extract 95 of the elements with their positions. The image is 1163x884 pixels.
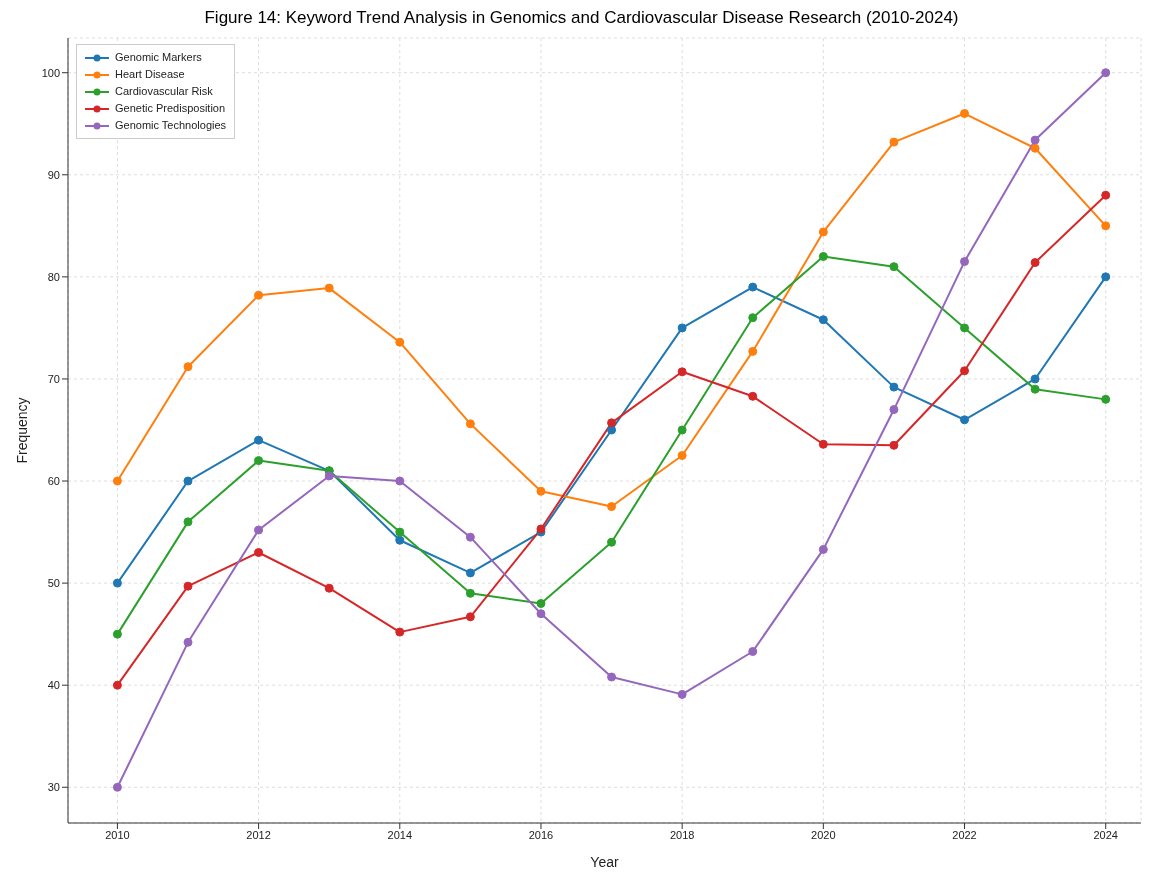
point: [818, 227, 828, 237]
point: [324, 583, 334, 593]
point: [465, 532, 475, 542]
x-tick-label: 2022: [952, 828, 977, 841]
point: [1101, 394, 1111, 404]
y-tick-label: 30: [47, 781, 60, 794]
point: [960, 257, 970, 267]
point: [395, 535, 405, 545]
point: [254, 456, 264, 466]
point: [465, 588, 475, 598]
x-tick-label: 2014: [387, 828, 413, 841]
point: [536, 486, 546, 496]
point: [818, 251, 828, 261]
x-tick-label: 2018: [669, 828, 695, 841]
point: [960, 366, 970, 376]
x-tick-label: 2012: [246, 828, 271, 841]
point: [254, 547, 264, 557]
point: [1030, 374, 1040, 384]
point: [1101, 221, 1111, 231]
point: [889, 405, 899, 415]
point: [395, 627, 405, 637]
point: [677, 689, 687, 699]
point: [112, 476, 122, 486]
chart-title: Figure 14: Keyword Trend Analysis in Genomics and Cardiovascular Disease Research (2010-2024): [203, 8, 960, 29]
point: [889, 137, 899, 147]
point: [395, 337, 405, 347]
y-tick-label: 100: [41, 66, 60, 79]
x-tick-label: 2010: [105, 828, 130, 841]
point: [748, 391, 758, 401]
point: [112, 629, 122, 639]
y-tick-label: 80: [47, 270, 60, 283]
point: [1101, 68, 1111, 78]
legend-label: Heart Disease: [115, 67, 185, 82]
point: [607, 537, 617, 547]
point: [818, 315, 828, 325]
point: [1030, 384, 1040, 394]
point: [395, 527, 405, 537]
point: [1030, 135, 1040, 145]
point: [1101, 190, 1111, 200]
y-tick-label: 70: [47, 372, 60, 385]
y-axis-title: Frequency: [13, 397, 30, 464]
point: [818, 544, 828, 554]
point: [677, 367, 687, 377]
x-tick-label: 2016: [528, 828, 554, 841]
point: [465, 568, 475, 578]
point: [254, 435, 264, 445]
point: [536, 609, 546, 619]
y-tick-label: 50: [47, 577, 60, 590]
y-tick-label: 40: [47, 679, 60, 692]
point: [183, 362, 193, 372]
point: [960, 323, 970, 333]
point: [889, 262, 899, 272]
point: [324, 283, 334, 293]
point: [183, 476, 193, 486]
x-tick-label: 2020: [811, 828, 836, 841]
point: [112, 578, 122, 588]
point: [465, 612, 475, 622]
point: [960, 109, 970, 119]
point: [889, 382, 899, 392]
point: [324, 471, 334, 481]
point: [1030, 258, 1040, 268]
point: [183, 517, 193, 527]
point: [465, 419, 475, 429]
point: [607, 418, 617, 428]
point: [607, 425, 617, 435]
point: [677, 451, 687, 461]
point: [748, 282, 758, 292]
legend-label: Genetic Predisposition: [115, 101, 226, 116]
point: [677, 323, 687, 333]
point: [889, 440, 899, 450]
legend-label: Cardiovascular Risk: [115, 84, 213, 99]
point: [183, 637, 193, 647]
point: [1101, 272, 1111, 282]
point: [818, 439, 828, 449]
point: [183, 581, 193, 591]
point: [536, 599, 546, 609]
point: [960, 415, 970, 425]
point: [112, 782, 122, 792]
point: [748, 346, 758, 356]
point: [607, 502, 617, 512]
point: [748, 313, 758, 323]
y-tick-label: 60: [47, 474, 60, 487]
x-axis-title: Year: [590, 854, 619, 870]
point: [1030, 143, 1040, 153]
legend-label: Genomic Markers: [115, 50, 202, 65]
point: [112, 680, 122, 690]
point: [254, 525, 264, 535]
legend-label: Genomic Technologies: [115, 118, 227, 133]
point: [395, 476, 405, 486]
x-tick-label: 2024: [1093, 828, 1118, 841]
point: [748, 647, 758, 657]
point: [607, 672, 617, 682]
point: [254, 290, 264, 300]
point: [677, 425, 687, 435]
y-tick-label: 90: [47, 168, 60, 181]
